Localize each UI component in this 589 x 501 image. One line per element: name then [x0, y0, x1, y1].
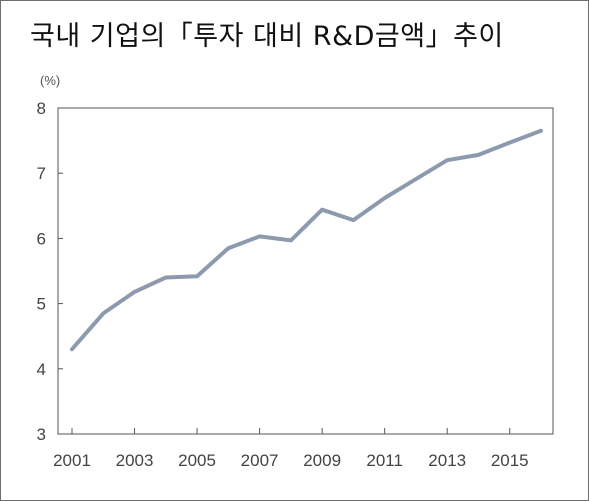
y-tick-label: 7 [37, 164, 46, 183]
x-tick-label: 2015 [491, 451, 529, 470]
y-tick-label: 4 [37, 360, 46, 379]
series-layer [70, 128, 543, 352]
plot-border [57, 107, 554, 435]
tick-labels: 3 4 5 6 7 8 (%) 2001 2003 2005 2007 2009 2011 2013 201… [37, 73, 529, 470]
x-tick-label: 2001 [53, 451, 91, 470]
x-tick-label: 2005 [178, 451, 216, 470]
y-unit-label: (%) [40, 73, 60, 88]
series-line [70, 128, 543, 352]
x-tick-label: 2011 [366, 451, 403, 470]
x-tick-label: 2009 [303, 451, 341, 470]
plot-area [57, 107, 554, 435]
x-tick-label: 2003 [116, 451, 154, 470]
x-tick-label: 2013 [428, 451, 466, 470]
y-tick-label: 6 [37, 229, 46, 248]
y-tick-label: 3 [37, 425, 46, 444]
x-tick-label: 2007 [241, 451, 279, 470]
y-tick-label: 5 [37, 295, 46, 314]
y-tick-label: 8 [37, 99, 46, 118]
chart-title: 국내 기업의「투자 대비 R&D금액」추이 [30, 21, 504, 52]
